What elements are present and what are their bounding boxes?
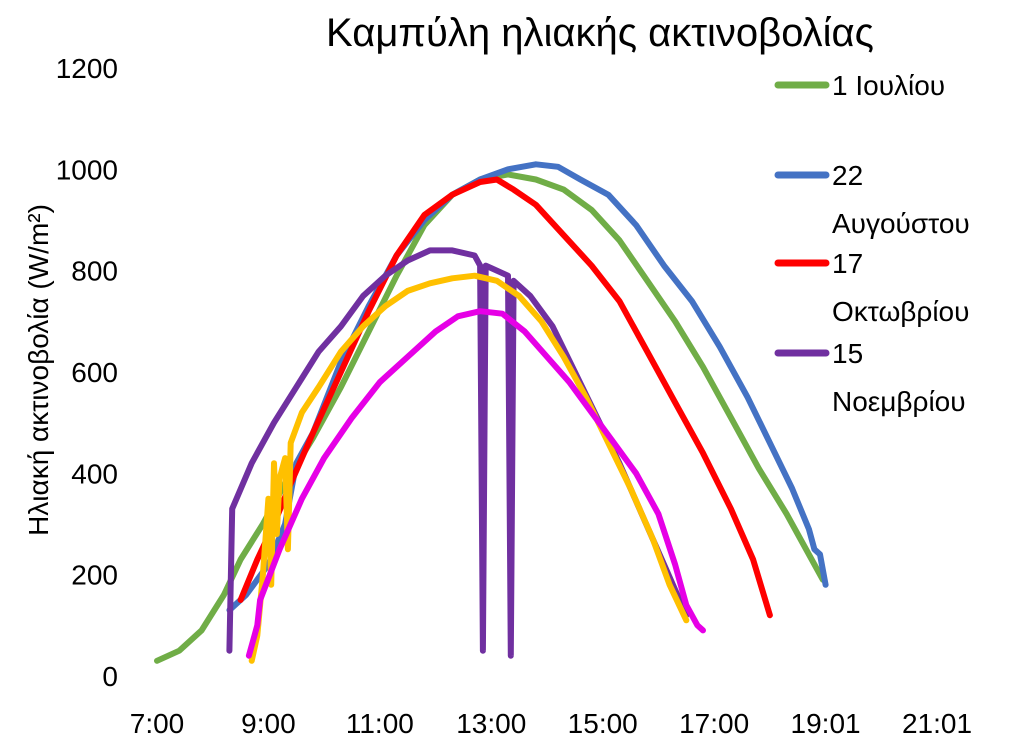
legend-label-2: 22 Αυγούστου [832,160,970,239]
y-axis-ticks: 0 200 400 600 800 1000 1200 [56,53,118,692]
series-line-1 [154,171,826,664]
y-tick-label: 1000 [56,154,118,185]
y-tick-label: 800 [71,256,118,287]
y-axis-label: Ηλιακή ακτινοβολία (W/m²) [23,204,54,536]
legend-label-2-line-2: Αυγούστου [832,208,970,239]
legend-label-4-line-1: 15 [832,338,863,369]
y-tick-label: 400 [71,458,118,489]
legend-label-4: 15 Νοεμβρίου [832,338,966,417]
legend-label-3: 17 Οκτωβρίου [832,248,969,327]
x-tick-label: 21:01 [902,708,972,739]
x-tick-label: 13:00 [456,708,526,739]
y-tick-label: 200 [71,560,118,591]
x-axis-ticks: 7:00 9:00 11:00 13:00 15:00 17:00 19:01 21:01 [130,708,972,739]
legend-label-3-line-1: 17 [832,248,863,279]
chart-title: Καμπύλη ηλιακής ακτινοβολίας [326,11,874,55]
x-tick-label: 7:00 [130,708,185,739]
series-line-6 [245,308,706,659]
legend-label-1: 1 Ιουλίου [832,70,945,101]
y-tick-label: 0 [102,661,118,692]
series-layer [154,161,829,664]
y-tick-label: 1200 [56,53,118,84]
x-tick-label: 11:00 [346,708,414,739]
x-tick-label: 15:00 [568,708,638,739]
series-line-3 [237,176,773,619]
x-tick-label: 19:01 [791,708,861,739]
legend-label-2-line-1: 22 [832,160,863,191]
x-tick-label: 17:00 [679,708,749,739]
legend-label-4-line-2: Νοεμβρίου [832,386,966,417]
y-tick-label: 600 [71,357,118,388]
x-tick-label: 9:00 [241,708,296,739]
legend-label-3-line-2: Οκτωβρίου [832,296,969,327]
legend: 1 Ιουλίου 22 Αυγούστου 17 Οκτωβρίου 15 Ν… [774,70,970,417]
